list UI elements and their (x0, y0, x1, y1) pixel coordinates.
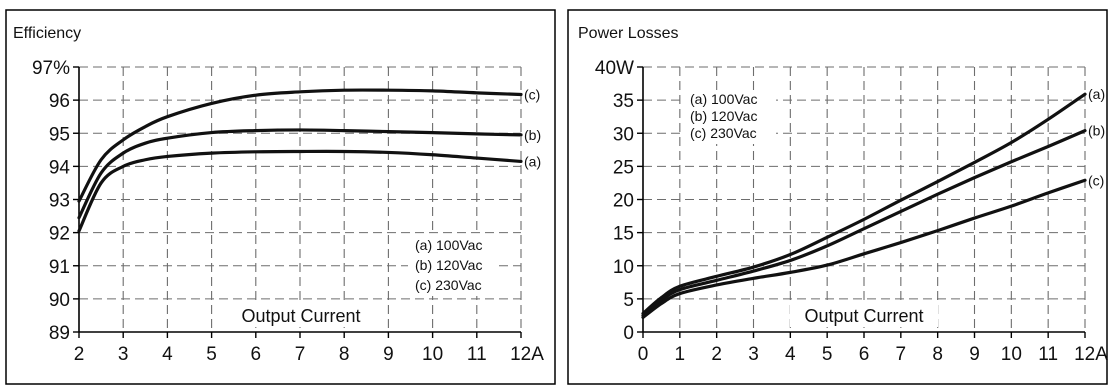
efficiency-x-tick-label-2: 4 (162, 344, 173, 365)
power-losses-x-tick-label-2: 2 (711, 344, 722, 365)
power-losses-x-tick-label-9: 9 (969, 344, 980, 365)
efficiency-series-line-b (77, 128, 523, 220)
power-losses-series-label-c: (c) (1088, 172, 1104, 188)
power-losses-x-tick-label-0: 0 (638, 344, 649, 365)
power-losses-y-tick-label-6: 30 (613, 124, 634, 145)
efficiency-legend-box (408, 234, 498, 296)
power-losses-y-tick-label-1: 5 (623, 290, 634, 311)
power-losses-y-tick-label-8: 40W (595, 58, 634, 79)
efficiency-y-tick-label-8: 97% (32, 58, 70, 79)
power-losses-series-line-b (641, 129, 1087, 318)
efficiency-x-tick-label-4: 6 (251, 344, 262, 365)
efficiency-x-tick-label-5: 7 (295, 344, 306, 365)
power-losses-x-tick-label-11: 11 (1038, 344, 1058, 365)
efficiency-x-tick-label-8: 10 (422, 344, 443, 365)
power-losses-panel-frame (567, 9, 1108, 385)
power-losses-x-tick-label-12: 12A (1074, 344, 1108, 365)
power-losses-y-tick-label-7: 35 (613, 91, 634, 112)
power-losses-x-tick-label-3: 3 (748, 344, 759, 365)
power-losses-x-axis-label: Output Current (804, 306, 923, 326)
efficiency-series-label-c: (c) (524, 86, 540, 102)
efficiency-y-tick-label-7: 96 (49, 91, 70, 112)
power-losses-series-line-c (641, 178, 1087, 320)
power-losses-y-tick-label-4: 20 (613, 191, 634, 212)
efficiency-y-tick-label-4: 93 (49, 191, 70, 212)
power-losses-x-tick-label-1: 1 (675, 344, 686, 365)
power-losses-legend-b: (b) 120Vac (690, 108, 757, 124)
efficiency-series-line-a (77, 149, 523, 233)
efficiency-x-tick-label-0: 2 (74, 344, 85, 365)
efficiency-y-tick-label-3: 92 (49, 224, 70, 245)
efficiency-series-label-b: (b) (524, 127, 541, 143)
power-losses-y-tick-label-2: 10 (613, 257, 634, 278)
efficiency-y-tick-label-2: 91 (49, 257, 70, 278)
efficiency-y-tick-label-6: 95 (49, 124, 70, 145)
efficiency-chart-title: Efficiency (13, 25, 81, 42)
efficiency-legend-a: (a) 100Vac (415, 237, 482, 253)
efficiency-y-tick-label-0: 89 (49, 323, 70, 344)
power-losses-x-tick-label-8: 8 (932, 344, 943, 365)
efficiency-x-axis-label-box (227, 305, 375, 327)
efficiency-plot-area: 2 3 4 5 6 7 8 9 10 11 12A899091929394959697%(c)(b)… (32, 58, 544, 365)
efficiency-x-tick-label-6: 8 (339, 344, 350, 365)
power-losses-series-line-a (641, 92, 1087, 316)
power-losses-legend-a: (a) 100Vac (690, 91, 757, 107)
power-losses-legend-box (684, 90, 776, 144)
efficiency-x-tick-label-9: 11 (467, 344, 487, 365)
efficiency-x-tick-label-10: 12A (510, 344, 544, 365)
efficiency-series-label-a: (a) (524, 153, 541, 169)
power-losses-x-tick-label-7: 7 (896, 344, 907, 365)
efficiency-y-tick-label-1: 90 (49, 290, 70, 311)
efficiency-x-tick-label-7: 9 (383, 344, 394, 365)
efficiency-series-line-c (77, 88, 523, 203)
power-losses-x-tick-label-5: 5 (822, 344, 833, 365)
power-losses-series-label-a: (a) (1088, 86, 1105, 102)
power-losses-series-label-b: (b) (1088, 123, 1105, 139)
power-losses-x-axis-label-box (790, 305, 938, 327)
efficiency-x-tick-label-1: 3 (118, 344, 129, 365)
power-losses-legend-c: (c) 230Vac (690, 125, 757, 141)
efficiency-legend-b: (b) 120Vac (415, 257, 482, 273)
efficiency-legend-c: (c) 230Vac (415, 277, 482, 293)
power-losses-plot-area: 0 1 2 3 4 5 6 7 8 9 10 11 12A 0 5 10 15 20 25 30 35 40W (a) (b)… (595, 58, 1108, 365)
power-losses-y-tick-label-0: 0 (623, 323, 634, 344)
efficiency-y-tick-label-5: 94 (49, 157, 71, 178)
power-losses-x-tick-label-6: 6 (859, 344, 870, 365)
efficiency-x-axis-label: Output Current (241, 306, 360, 326)
power-losses-y-tick-label-5: 25 (613, 157, 634, 178)
power-losses-x-tick-label-10: 10 (1001, 344, 1022, 365)
efficiency-x-tick-label-3: 5 (206, 344, 217, 365)
power-losses-x-tick-label-4: 4 (785, 344, 796, 365)
power-losses-y-tick-label-3: 15 (613, 224, 634, 245)
power-losses-chart-title: Power Losses (578, 25, 679, 42)
